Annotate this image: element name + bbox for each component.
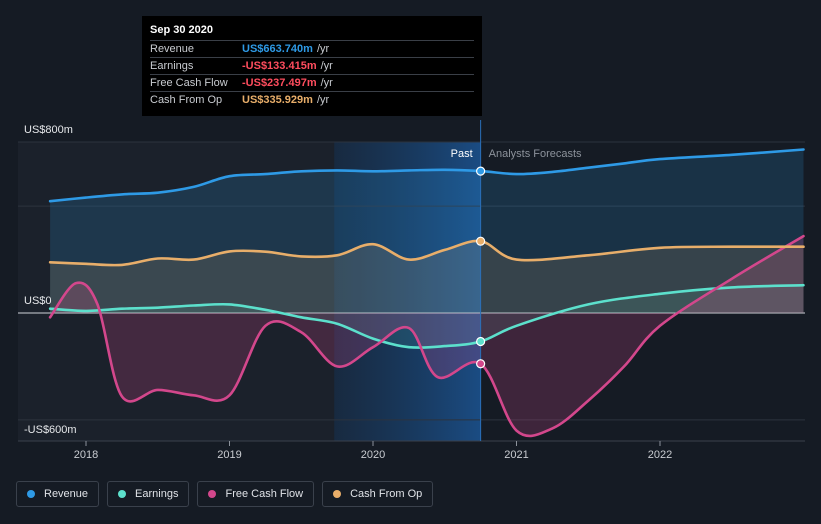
grid — [18, 141, 805, 442]
tooltip-label: Cash From Op — [150, 94, 223, 106]
free-cash-flow-area — [50, 236, 804, 436]
revenue-dot-icon — [27, 490, 35, 498]
x-tick-label: 2018 — [74, 449, 98, 461]
legend-item-free-cash-flow[interactable]: Free Cash Flow — [197, 481, 315, 507]
tooltip-row-revenue: Revenue US$663.740m /yr — [150, 40, 474, 57]
tooltip-label: Free Cash Flow — [150, 77, 228, 89]
legend-label: Earnings — [135, 488, 179, 500]
legend-item-revenue[interactable]: Revenue — [16, 481, 100, 507]
tooltip-value: -US$237.497m — [242, 77, 317, 89]
earnings-line — [48, 283, 805, 349]
tooltip-date: Sep 30 2020 — [150, 24, 213, 36]
legend-label: Free Cash Flow — [225, 488, 304, 500]
cash-from-op-area — [50, 240, 804, 313]
series-lines — [48, 148, 805, 438]
free-cash-flow-dot-icon — [208, 490, 217, 498]
y-tick-label: US$0 — [24, 295, 52, 307]
tooltip-value: -US$133.415m — [242, 60, 317, 72]
tooltip-row-earnings: Earnings -US$133.415m /yr — [150, 57, 474, 74]
y-tick-label: US$800m — [24, 124, 73, 136]
x-tick-label: 2019 — [217, 449, 241, 461]
free-cash-flow-marker — [476, 359, 486, 369]
x-tick-label: 2022 — [648, 449, 672, 461]
revenue-marker — [476, 166, 486, 176]
legend-label: Revenue — [44, 488, 89, 500]
tooltip-label: Revenue — [150, 43, 195, 55]
cash-from-op-marker — [476, 236, 486, 246]
tooltip-value: US$335.929m — [242, 94, 313, 106]
axis-labels: US$800m US$0 -US$600m 2018 2019 2020 2021 2022 — [24, 124, 672, 461]
tooltip-unit: /yr — [316, 94, 330, 106]
revenue-area — [50, 149, 804, 313]
legend-item-cash-from-op[interactable]: Cash From Op — [322, 481, 434, 507]
past-label: Past — [451, 148, 473, 160]
data-tooltip: Sep 30 2020 Revenue US$663.740m /yr Earn… — [142, 16, 482, 116]
free-cash-flow-line — [48, 234, 805, 438]
tooltip-row-free-cash-flow: Free Cash Flow -US$237.497m /yr — [150, 74, 474, 91]
tooltip-unit: /yr — [316, 43, 330, 55]
earnings-marker — [476, 336, 486, 347]
x-tick-label: 2021 — [504, 449, 528, 461]
forecast-label: Analysts Forecasts — [489, 148, 582, 160]
tooltip-label: Earnings — [150, 60, 194, 72]
x-tick-label: 2020 — [361, 449, 385, 461]
legend-label: Cash From Op — [350, 488, 423, 500]
y-tick-label: -US$600m — [24, 424, 77, 436]
cash-from-op-dot-icon — [333, 490, 342, 498]
point-markers — [476, 166, 486, 369]
tooltip-unit: /yr — [320, 60, 333, 72]
highlight-region — [334, 142, 481, 441]
revenue-line — [48, 148, 805, 203]
earnings-dot-icon — [118, 490, 127, 498]
cash-from-op-line — [48, 239, 805, 267]
legend-item-earnings[interactable]: Earnings — [107, 481, 190, 507]
tooltip-row-cash-from-op: Cash From Op US$335.929m /yr — [150, 91, 474, 108]
tooltip-value: US$663.740m — [242, 43, 313, 55]
legend: Revenue Earnings Free Cash Flow Cash Fro… — [16, 481, 434, 507]
tooltip-unit: /yr — [320, 77, 333, 89]
